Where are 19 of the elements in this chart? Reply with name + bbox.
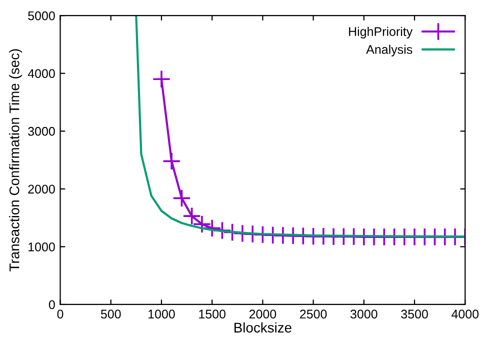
y-tick-label: 5000	[28, 11, 55, 20]
x-tick-label: 4000	[452, 310, 479, 319]
x-tick-label: 3500	[401, 310, 428, 319]
y-tick-label: 2000	[28, 184, 55, 194]
x-tick-label: 500	[100, 310, 121, 319]
x-tick-label: 0	[57, 310, 64, 319]
legend-label: HighPriority	[349, 26, 413, 38]
y-tick-label: 0	[48, 300, 55, 310]
x-tick-label: 3000	[350, 310, 378, 319]
x-tick-label: 1000	[148, 310, 175, 319]
x-tick-label: 2500	[300, 310, 327, 319]
x-tick-label: 1500	[199, 310, 226, 319]
y-tick-label: 3000	[28, 126, 55, 136]
y-tick-label: 4000	[28, 69, 55, 78]
legend-label: Analysis	[366, 44, 412, 56]
y-tick-label: 1000	[28, 242, 55, 252]
x-tick-label: 2000	[249, 310, 276, 319]
y-axis-title: Transaction Confirmation Time (sec)	[9, 49, 22, 272]
x-axis-title: Blocksize	[234, 322, 292, 333]
